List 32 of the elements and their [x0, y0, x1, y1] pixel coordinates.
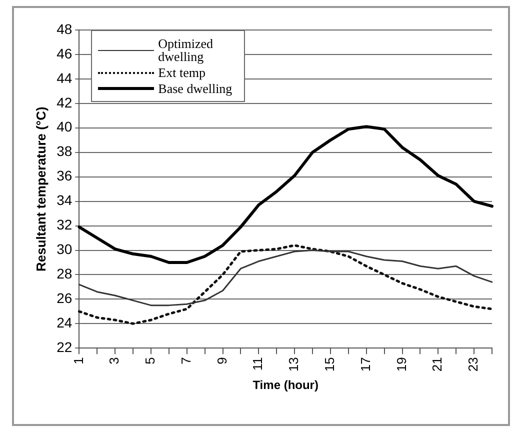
x-tick-label: 19 [394, 357, 409, 372]
x-tick-label: 23 [466, 357, 481, 372]
x-tick-label: 15 [322, 357, 338, 372]
y-tick-label: 28 [56, 266, 72, 282]
x-tick-label: 1 [70, 357, 86, 364]
x-tick-label: 7 [178, 357, 194, 364]
y-tick-label: 46 [56, 45, 72, 62]
y-tick-label: 30 [56, 241, 72, 258]
x-tick-label: 11 [250, 357, 266, 371]
legend-label: Optimized dwelling [158, 36, 214, 64]
x-tick-label: 3 [106, 357, 122, 364]
y-tick-label: 34 [56, 192, 72, 208]
y-tick-label: 48 [56, 20, 72, 37]
line-series [78, 244, 494, 325]
y-tick-label: 24 [56, 314, 72, 331]
y-tick-label: 38 [56, 143, 72, 160]
x-tick-label: 5 [142, 357, 158, 364]
x-tick-label: 21 [430, 357, 445, 372]
y-tick-label: 26 [56, 290, 72, 306]
legend-label: Ext temp [158, 65, 206, 80]
x-tick-label: 9 [214, 357, 230, 364]
y-tick-label: 44 [56, 70, 72, 86]
y-tick-label: 36 [56, 168, 72, 184]
y-tick-label: 32 [56, 216, 72, 233]
x-axis-title: Time (hour) [252, 378, 318, 392]
y-tick-label: 42 [56, 94, 72, 110]
y-axis-title: Resultant temperature (°C) [33, 106, 48, 272]
legend-label: Base dwelling [158, 81, 234, 96]
y-tick-label: 22 [56, 339, 72, 355]
x-tick-label: 13 [286, 357, 302, 372]
x-tick-label: 17 [358, 357, 373, 372]
y-tick-label: 40 [56, 118, 72, 135]
